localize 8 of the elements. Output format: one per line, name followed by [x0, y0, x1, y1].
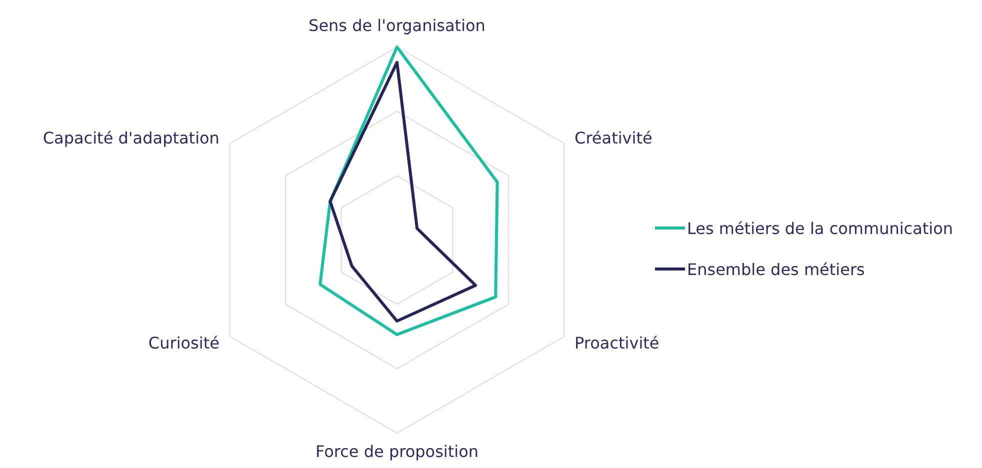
- spoke-label: Capacité d'adaptation: [42, 128, 220, 148]
- spoke-label: Curiosité: [148, 334, 220, 352]
- legend-label: Les métiers de la communication: [687, 219, 954, 238]
- spoke-label: Proactivité: [574, 334, 660, 352]
- spoke-label: Force de proposition: [315, 442, 479, 461]
- spoke-label: Sens de l'organisation: [308, 16, 486, 35]
- spoke-label: Créativité: [574, 128, 652, 148]
- legend-label: Ensemble des métiers: [687, 260, 865, 279]
